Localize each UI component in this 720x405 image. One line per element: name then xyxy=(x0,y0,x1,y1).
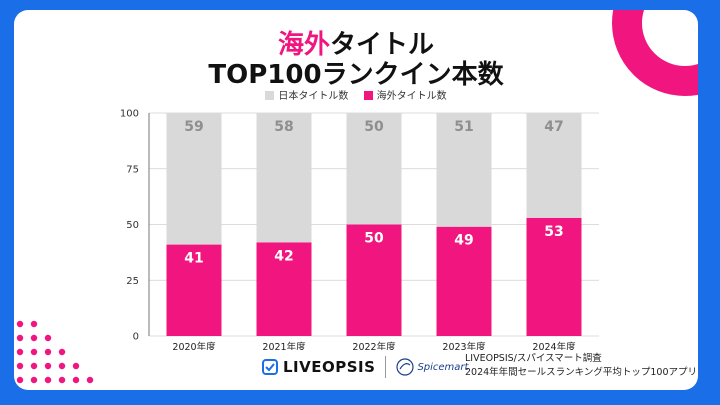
bar-japan-2 xyxy=(346,113,402,225)
brand-spicemart: Spicemart xyxy=(417,361,469,373)
title-accent: 海外 xyxy=(277,30,330,60)
brand-liveopsis: LIVEOPSIS xyxy=(283,358,376,376)
source-line2: 2024年年間セールスランキング平均トップ100アプリ xyxy=(465,367,698,378)
decorative-dot xyxy=(44,376,52,384)
data-label-overseas-0: 41 xyxy=(184,251,203,267)
bar-japan-4 xyxy=(526,113,582,218)
legend-item-japan: 日本タイトル数 xyxy=(265,87,348,102)
bar-japan-1 xyxy=(256,113,312,243)
bar-overseas-2 xyxy=(346,224,402,336)
data-label-japan-0: 59 xyxy=(184,119,203,135)
legend-swatch-overseas xyxy=(363,91,373,100)
decorative-dot xyxy=(44,334,52,342)
decorative-dot xyxy=(30,348,38,356)
data-label-overseas-4: 53 xyxy=(544,224,563,240)
legend-label-overseas: 海外タイトル数 xyxy=(376,91,447,102)
stacked-bar-chart: 0 25 50 75 100 41 59 2020年度 42 58 2021年度 50 50 2022年度… xyxy=(120,109,599,350)
source-note: LIVEOPSIS/スパイスマート調査 2024年年間セールスランキング平均トッ… xyxy=(465,352,697,380)
chart-title-line2: TOP100ランクイン本数 xyxy=(208,60,504,90)
legend-item-overseas: 海外タイトル数 xyxy=(363,87,447,102)
title-line1-rest: タイトル xyxy=(330,30,435,60)
x-tick-label-3: 2023年度 xyxy=(442,341,486,350)
chart-card: 海外タイトル TOP100ランクイン本数 日本タイトル数 海外タイトル数 0 25… xyxy=(14,10,698,390)
decorative-ring-icon xyxy=(612,10,698,96)
footer-logos: LIVEOPSIS Spicemart xyxy=(262,353,468,381)
spicemart-logo-icon xyxy=(396,358,415,376)
y-tick-label-75: 75 xyxy=(126,164,139,175)
chart-legend: 日本タイトル数 海外タイトル数 xyxy=(14,87,698,102)
bar-overseas-1 xyxy=(256,242,312,336)
decorative-dot xyxy=(30,362,38,370)
decorative-dot xyxy=(30,334,38,342)
decorative-dot xyxy=(72,362,80,370)
bar-overseas-3 xyxy=(436,226,492,336)
decorative-dot xyxy=(72,376,80,384)
decorative-dot xyxy=(16,376,24,384)
decorative-dot xyxy=(30,320,38,328)
bar-japan-3 xyxy=(436,113,492,227)
data-label-japan-1: 58 xyxy=(274,119,293,135)
x-tick-label-4: 2024年度 xyxy=(532,341,576,350)
y-tick-label-50: 50 xyxy=(126,220,139,231)
liveopsis-logo-icon xyxy=(262,359,278,375)
decorative-dot xyxy=(44,348,52,356)
source-line1: LIVEOPSIS/スパイスマート調査 xyxy=(465,353,602,364)
data-label-overseas-2: 50 xyxy=(364,231,384,247)
decorative-dot xyxy=(44,362,52,370)
decorative-dot xyxy=(16,320,24,328)
x-tick-label-0: 2020年度 xyxy=(172,341,216,350)
decorative-dot xyxy=(30,376,38,384)
y-tick-label-25: 25 xyxy=(126,276,139,287)
decorative-dots-icon xyxy=(16,320,94,384)
data-label-japan-2: 50 xyxy=(364,119,384,135)
y-tick-label-100: 100 xyxy=(120,109,139,120)
brand-divider xyxy=(385,356,387,378)
decorative-dot xyxy=(58,376,66,384)
decorative-dot xyxy=(16,362,24,370)
bar-japan-0 xyxy=(166,113,222,245)
x-tick-label-1: 2021年度 xyxy=(262,341,306,350)
x-tick-label-2: 2022年度 xyxy=(352,341,396,350)
data-label-japan-4: 47 xyxy=(544,119,563,135)
decorative-dot xyxy=(86,376,94,384)
y-tick-label-0: 0 xyxy=(133,332,139,343)
bar-overseas-4 xyxy=(526,217,582,336)
legend-label-japan: 日本タイトル数 xyxy=(278,91,349,102)
legend-swatch-japan xyxy=(265,91,275,100)
data-label-overseas-1: 42 xyxy=(274,248,293,264)
data-label-overseas-3: 49 xyxy=(454,233,473,249)
data-label-japan-3: 51 xyxy=(454,119,473,135)
decorative-dot xyxy=(16,348,24,356)
bar-overseas-0 xyxy=(166,244,222,336)
decorative-dot xyxy=(16,334,24,342)
decorative-dot xyxy=(58,348,66,356)
chart-title-line1: 海外タイトル xyxy=(14,24,698,61)
decorative-dot xyxy=(58,362,66,370)
